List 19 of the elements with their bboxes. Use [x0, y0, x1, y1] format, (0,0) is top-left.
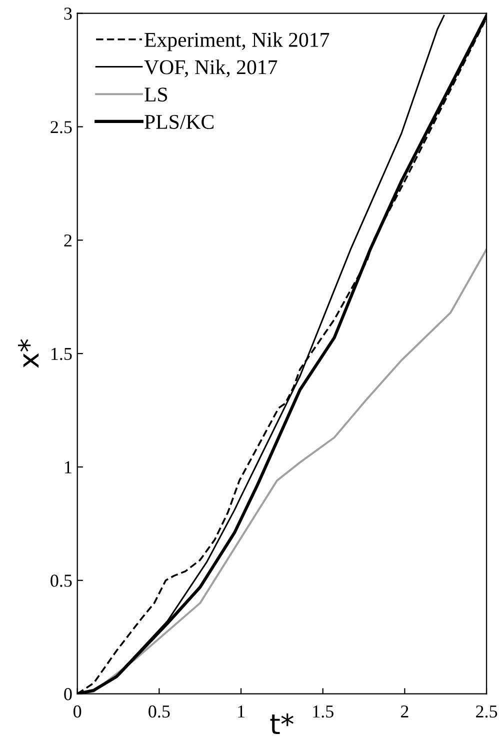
y-tick-label: 0 — [64, 688, 72, 700]
legend-label: LS — [144, 88, 168, 102]
x-tick-label: 2.5 — [476, 705, 498, 718]
y-tick-label: 0.5 — [50, 574, 72, 587]
y-axis-title: x* — [18, 339, 39, 368]
legend-label: VOF, Nik, 2017 — [144, 60, 278, 78]
x-tick-label: 0 — [74, 705, 82, 718]
x-tick-label: 1 — [238, 705, 244, 718]
legend-label: PLS/KC — [144, 114, 214, 129]
legend-label: Experiment, Nik 2017 — [144, 32, 330, 52]
x-tick-label: 1.5 — [313, 705, 334, 718]
y-tick-label: 1 — [65, 461, 72, 474]
y-tick-label: 3 — [64, 8, 72, 20]
x-tick-label: 0.5 — [148, 705, 170, 718]
x-tick-label: 2 — [400, 705, 408, 718]
y-tick-label: 2.5 — [50, 121, 72, 134]
y-tick-label: 1.5 — [52, 348, 72, 360]
y-tick-label: 2 — [64, 234, 72, 246]
x-axis-title: t* — [270, 713, 294, 734]
